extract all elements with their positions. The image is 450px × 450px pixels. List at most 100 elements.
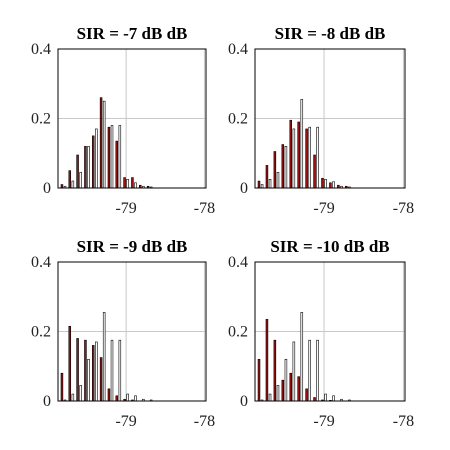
histogram-bar bbox=[316, 126, 319, 189]
y-tick-label: 0.2 bbox=[31, 324, 51, 341]
chart-panel-2: 0 0.2 0.4 -79 -78 SIR = -8 dB dB bbox=[228, 24, 414, 217]
histogram-bar bbox=[110, 125, 114, 189]
chart-title: SIR = -8 dB dB bbox=[275, 24, 386, 43]
y-tick-label: 0.4 bbox=[228, 254, 248, 271]
y-tick-label: 0 bbox=[240, 180, 248, 197]
histogram-bar bbox=[123, 177, 126, 189]
histogram-bar bbox=[273, 151, 277, 189]
y-tick-label: 0.2 bbox=[31, 111, 51, 128]
histogram-bar bbox=[265, 165, 269, 189]
histogram-bar bbox=[257, 358, 261, 402]
y-tick-label: 0 bbox=[43, 393, 51, 410]
histogram-bar bbox=[260, 184, 264, 189]
histogram-bar bbox=[84, 339, 87, 402]
histogram-bar bbox=[297, 121, 300, 189]
axes-frame bbox=[57, 261, 207, 402]
histogram-bar bbox=[87, 146, 90, 189]
chart-panel-1: 0 0.2 0.4 -79 -78 SIR = -7 dB dB bbox=[31, 24, 215, 217]
histogram-bar bbox=[126, 179, 129, 189]
histogram-bar bbox=[134, 395, 137, 402]
histogram-bar bbox=[305, 388, 308, 402]
histogram-bar bbox=[118, 339, 122, 402]
histogram-bar bbox=[79, 172, 82, 189]
histogram-bar bbox=[79, 385, 82, 402]
y-tick-label: 0 bbox=[240, 393, 248, 410]
histogram-bar bbox=[95, 341, 98, 402]
histogram-bar bbox=[313, 397, 316, 402]
histogram-bar bbox=[115, 395, 118, 402]
histogram-bar bbox=[300, 99, 304, 189]
histogram-bar bbox=[321, 177, 324, 189]
histogram-bar bbox=[131, 177, 134, 189]
histogram-bar bbox=[76, 338, 79, 402]
chart-panel-3: 0 0.2 0.4 -79 -78 SIR = -9 dB dB bbox=[31, 237, 215, 430]
axes-frame bbox=[57, 48, 207, 189]
axes-frame bbox=[254, 48, 406, 189]
histogram-bar bbox=[289, 119, 292, 189]
histogram-bar bbox=[110, 339, 114, 402]
histogram-bar bbox=[268, 393, 272, 402]
histogram-bar bbox=[292, 341, 296, 402]
x-tick-label: -78 bbox=[393, 200, 414, 217]
histogram-bar bbox=[276, 172, 280, 189]
chart-title: SIR = -9 dB dB bbox=[77, 237, 188, 256]
x-tick-label: -79 bbox=[115, 413, 136, 430]
histogram-bar bbox=[308, 126, 311, 189]
y-tick-label: 0 bbox=[43, 180, 51, 197]
histogram-bar bbox=[316, 339, 319, 402]
x-tick-label: -79 bbox=[313, 200, 334, 217]
histogram-bar bbox=[329, 182, 332, 189]
axes-frame bbox=[254, 261, 406, 402]
histogram-bar bbox=[332, 395, 335, 402]
histogram-bar bbox=[99, 97, 103, 189]
x-tick-label: -78 bbox=[194, 200, 215, 217]
histogram-bar bbox=[265, 319, 269, 402]
histogram-bar bbox=[99, 357, 103, 402]
x-tick-label: -78 bbox=[393, 413, 414, 430]
histogram-bar bbox=[284, 358, 288, 402]
chart-title: SIR = -7 dB dB bbox=[77, 24, 188, 43]
histogram-bar bbox=[289, 372, 292, 402]
histogram-bar bbox=[60, 372, 64, 402]
y-tick-label: 0.4 bbox=[228, 41, 248, 58]
histogram-bar bbox=[92, 135, 95, 189]
histogram-bar bbox=[313, 154, 316, 189]
histogram-bar bbox=[292, 128, 296, 189]
x-tick-label: -79 bbox=[115, 200, 136, 217]
histogram-bar bbox=[68, 170, 72, 189]
y-tick-label: 0.4 bbox=[31, 41, 51, 58]
histogram-bar bbox=[115, 140, 118, 189]
histogram-bar bbox=[134, 182, 137, 189]
histogram-bar bbox=[95, 128, 98, 189]
histogram-bar bbox=[92, 345, 95, 402]
histogram-bar bbox=[281, 144, 285, 189]
y-tick-label: 0.2 bbox=[228, 111, 248, 128]
chart-title: SIR = -10 dB dB bbox=[270, 237, 389, 256]
histogram-bar bbox=[324, 393, 327, 402]
histogram-bar bbox=[276, 385, 280, 402]
histogram-bar bbox=[71, 393, 75, 402]
histogram-bar bbox=[102, 312, 106, 402]
histogram-bar bbox=[257, 180, 261, 189]
histogram-bar bbox=[118, 125, 122, 189]
histogram-bar bbox=[60, 184, 64, 189]
y-tick-label: 0.4 bbox=[31, 254, 51, 271]
y-tick-label: 0.2 bbox=[228, 324, 248, 341]
histogram-bar bbox=[273, 339, 277, 402]
histogram-bar bbox=[126, 393, 129, 402]
histogram-bar bbox=[68, 325, 72, 402]
histogram-bar bbox=[107, 388, 111, 402]
x-tick-label: -78 bbox=[194, 413, 215, 430]
histogram-bar bbox=[308, 339, 311, 402]
histogram-bar bbox=[297, 376, 300, 402]
chart-panel-4: 0 0.2 0.4 -79 -78 SIR = -10 dB dB bbox=[228, 237, 414, 430]
histogram-bar bbox=[332, 181, 335, 189]
histogram-bar bbox=[324, 179, 327, 189]
histogram-bar bbox=[300, 312, 304, 402]
x-tick-label: -79 bbox=[313, 413, 334, 430]
histogram-bar bbox=[107, 126, 111, 189]
histogram-bar bbox=[268, 179, 272, 189]
histogram-bar bbox=[87, 358, 90, 402]
histogram-bar bbox=[305, 128, 308, 189]
